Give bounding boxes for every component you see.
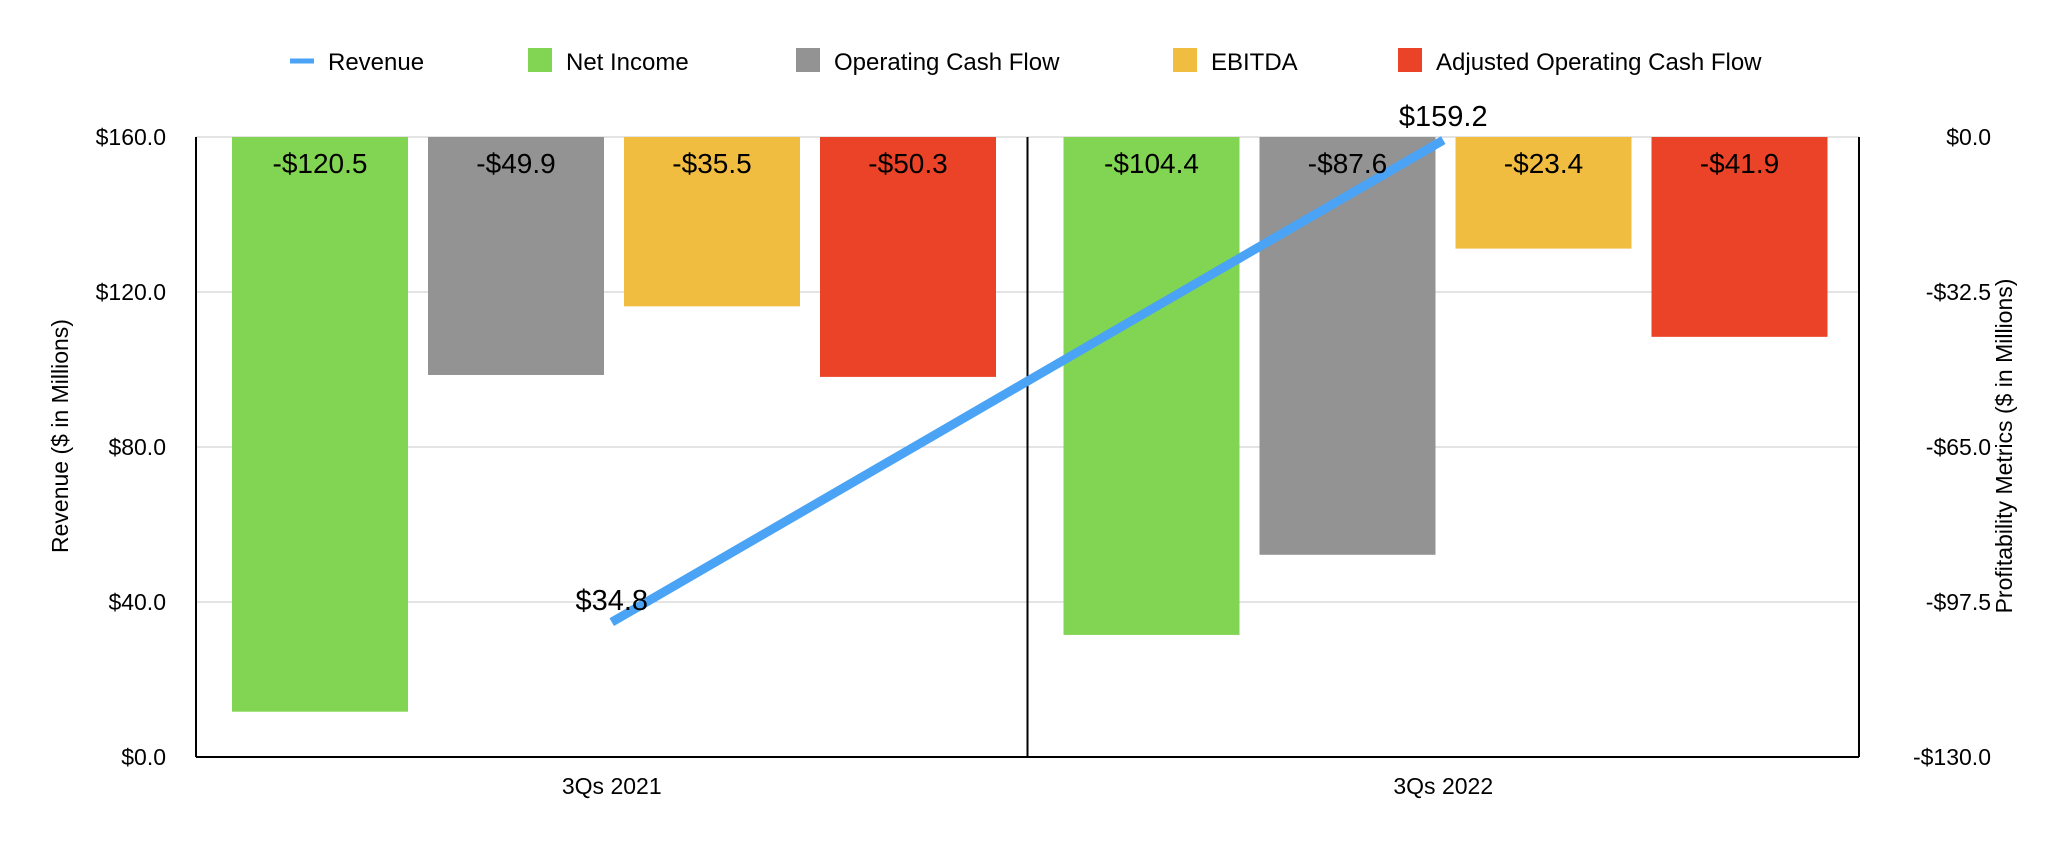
y-left-tick-label: $40.0 <box>108 589 166 615</box>
bar-ebitda <box>624 137 800 307</box>
legend-swatch-ebitda <box>1173 48 1197 72</box>
y-left-tick-label: $0.0 <box>121 744 166 770</box>
bars <box>232 137 1828 712</box>
legend-label: EBITDA <box>1211 49 1298 76</box>
bar-data-label: -$87.6 <box>1308 148 1387 179</box>
bar-data-label: -$35.5 <box>672 148 751 179</box>
legend: Revenue Net Income Operating Cash Flow EBIT… <box>290 48 1762 76</box>
bar-data-label: -$104.4 <box>1104 148 1199 179</box>
bar-data-label: -$41.9 <box>1700 148 1779 179</box>
data-labels: -$120.5 -$104.4 -$49.9 -$87.6 -$35.5 -$23.4 -$… <box>273 101 1780 617</box>
axes <box>195 137 1860 758</box>
tick-labels: $0.0 $40.0 $80.0 $120.0 $160.0 $0.0 -$32.5 -$65… <box>96 124 1991 799</box>
bar-operating-cash-flow <box>1259 137 1436 555</box>
revenue-line <box>609 136 1446 627</box>
y-right-tick-label: -$97.5 <box>1926 589 1991 615</box>
y-left-axis-title: Revenue ($ in Millions) <box>47 319 73 553</box>
y-right-tick-label: $0.0 <box>1946 124 1991 150</box>
y-left-tick-label: $160.0 <box>96 124 166 150</box>
y-right-tick-label: -$65.0 <box>1926 434 1991 460</box>
y-right-tick-label: -$32.5 <box>1926 279 1991 305</box>
bar-net-income <box>232 137 408 712</box>
x-category-label: 3Qs 2022 <box>1393 773 1493 799</box>
revenue-data-label: $34.8 <box>575 585 648 617</box>
y-left-tick-label: $80.0 <box>108 434 166 460</box>
bar-operating-cash-flow <box>428 137 604 375</box>
legend-label: Adjusted Operating Cash Flow <box>1436 49 1762 76</box>
bar-adjusted-operating-cash-flow <box>1651 137 1828 337</box>
bar-data-label: -$49.9 <box>476 148 555 179</box>
y-left-tick-label: $120.0 <box>96 279 166 305</box>
y-right-axis-title: Profitability Metrics ($ in Millions) <box>1991 279 2017 614</box>
revenue-line-group <box>609 136 1446 627</box>
bar-data-label: -$23.4 <box>1504 148 1583 179</box>
y-right-tick-label: -$130.0 <box>1913 744 1991 770</box>
revenue-data-label: $159.2 <box>1399 101 1488 133</box>
legend-swatch-net-income <box>528 48 552 72</box>
bar-ebitda <box>1455 137 1632 249</box>
legend-label: Revenue <box>328 49 424 76</box>
legend-label: Net Income <box>566 49 689 76</box>
legend-label: Operating Cash Flow <box>834 49 1060 76</box>
bar-data-label: -$120.5 <box>273 148 368 179</box>
legend-swatch-operating-cash-flow <box>796 48 820 72</box>
bar-data-label: -$50.3 <box>868 148 947 179</box>
bar-adjusted-operating-cash-flow <box>820 137 996 377</box>
bar-net-income <box>1063 137 1240 635</box>
x-category-label: 3Qs 2021 <box>562 773 662 799</box>
legend-swatch-adjusted-operating-cash-flow <box>1398 48 1422 72</box>
